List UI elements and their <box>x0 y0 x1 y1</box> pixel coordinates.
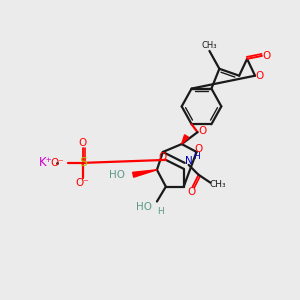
Text: S: S <box>79 156 87 170</box>
Text: O: O <box>198 126 207 136</box>
Polygon shape <box>182 135 189 144</box>
Text: O: O <box>159 152 167 162</box>
Text: CH₃: CH₃ <box>202 41 217 50</box>
Text: O: O <box>263 51 271 61</box>
Text: HO: HO <box>109 170 125 180</box>
Text: O: O <box>79 138 87 148</box>
Text: CH₃: CH₃ <box>209 180 226 189</box>
Text: H: H <box>158 207 164 216</box>
Polygon shape <box>133 170 157 177</box>
Text: O⁻: O⁻ <box>50 158 64 168</box>
Text: O: O <box>256 71 264 81</box>
Text: N: N <box>185 156 193 166</box>
Text: K⁺: K⁺ <box>39 156 53 170</box>
Text: O⁻: O⁻ <box>76 178 89 188</box>
Text: HO: HO <box>136 202 152 212</box>
Text: H: H <box>193 152 200 161</box>
Text: O: O <box>188 187 196 196</box>
Text: O: O <box>194 144 203 154</box>
